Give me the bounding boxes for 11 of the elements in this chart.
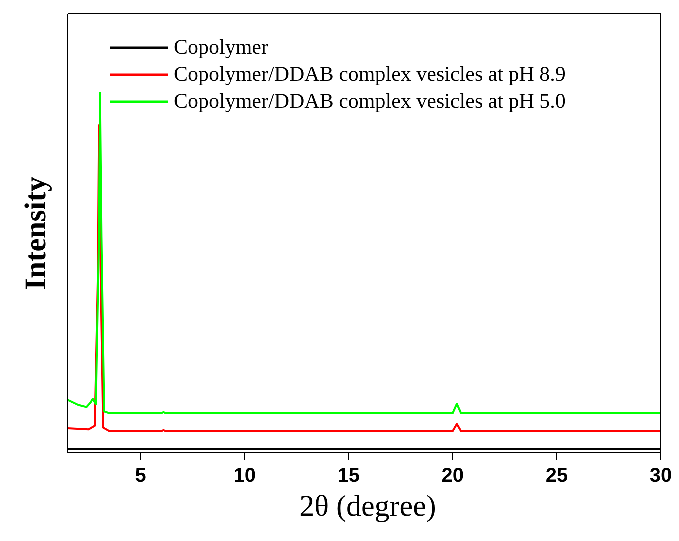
y-axis-title: Intensity	[20, 176, 53, 290]
legend-label: Copolymer	[174, 34, 268, 61]
x-axis-title: 2θ (degree)	[298, 490, 438, 524]
x-tick-label: 5	[135, 465, 146, 488]
x-tick-label: 25	[546, 465, 568, 488]
x-tick-label: 30	[650, 465, 672, 488]
x-tick-label: 10	[234, 465, 256, 488]
legend-label: Copolymer/DDAB complex vesicles at pH 8.9	[174, 61, 566, 88]
legend-label: Copolymer/DDAB complex vesicles at pH 5.0	[174, 88, 566, 115]
x-tick-label: 20	[442, 465, 464, 488]
x-tick-label: 15	[338, 465, 360, 488]
